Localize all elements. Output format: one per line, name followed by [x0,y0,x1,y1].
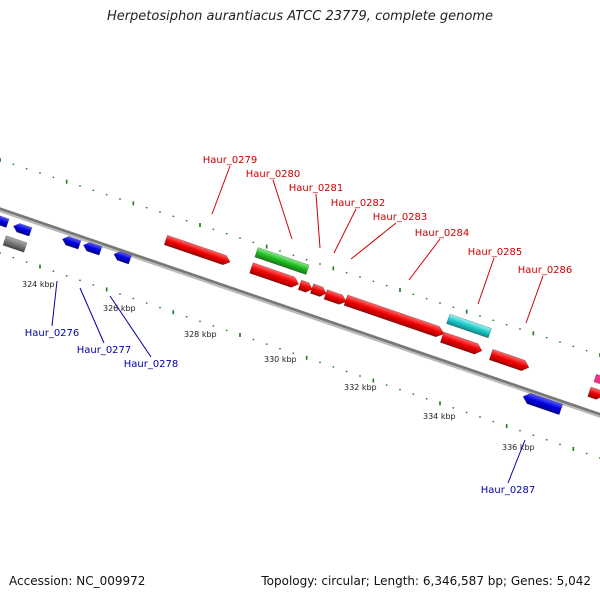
gene-layer [0,215,600,416]
gene-arrow-forward [488,348,530,372]
genome-summary-text: Topology: circular; Length: 6,346,587 bp… [261,574,591,588]
gene-label-haur-0283: Haur_0283 [373,212,428,223]
gene-arrow-forward-shape [439,331,483,355]
gene-arrow-reverse-shape [0,215,10,228]
gene-label-haur-0279: Haur_0279 [203,155,258,166]
gene-arrow-reverse [113,251,132,265]
gene-label-leader [51,280,58,327]
gene-arrow-reverse-shape [522,392,564,416]
scale-label: 328 kbp [184,330,217,339]
backbone-layer [0,207,600,418]
gene-arrow-reverse [62,236,82,250]
label-layer: 324 kbp 326 kbp 328 kbp 330 kbp 332 kbp 334 k… [22,155,572,496]
gene-label-leader [211,165,231,215]
gene-arrow-forward-shape [249,262,300,288]
scale-label: 336 kbp [502,443,535,452]
scale-label: 334 kbp [423,412,456,421]
gene-label-leader [272,179,293,240]
gene-block-green [254,247,310,275]
gene-arrow-forward-shape [297,279,313,293]
gene-block-cyan-shape [446,313,492,339]
gene-label-haur-0276: Haur_0276 [25,328,80,339]
gene-block-cyan [446,313,492,339]
gene-arrow-forward [297,279,313,293]
map-title: Herpetosiphon aurantiacus ATCC 23779, co… [106,9,494,24]
gene-label-haur-0285: Haur_0285 [468,247,523,258]
gene-arrow-forward [587,386,600,400]
gene-label-haur-0287: Haur_0287 [481,485,536,496]
gene-label-leader [477,257,495,305]
gene-arrow-forward-shape [343,294,445,338]
gene-block-gray-shape [2,235,28,253]
gene-label-leader [109,295,152,358]
gene-arrow-reverse-shape [62,236,82,250]
gene-arrow-reverse-shape [13,223,33,237]
gene-block-pink [593,373,600,385]
gene-label-leader [79,287,105,344]
scale-label: 332 kbp [344,383,377,392]
gene-label-haur-0282: Haur_0282 [331,198,386,209]
gene-arrow-forward [309,283,327,297]
gene-label-leader [315,193,321,249]
gene-arrow-forward-shape [163,234,231,266]
gene-arrow-forward [343,294,445,338]
gene-arrow-reverse [83,242,103,256]
gene-arrow-forward-shape [309,283,327,297]
gene-arrow-forward [439,331,483,355]
gene-label-haur-0281: Haur_0281 [289,183,344,194]
gene-arrow-forward-shape [488,348,530,372]
gene-block-gray [2,235,28,253]
gene-label-leader [333,208,357,254]
gene-label-haur-0280: Haur_0280 [246,169,301,180]
gene-arrow-forward [323,289,347,305]
gene-arrow-reverse [13,223,33,237]
gene-arrow-reverse-shape [113,251,132,265]
gene-label-leader [507,439,526,484]
gene-label-leader [350,222,397,260]
gene-label-haur-0286: Haur_0286 [518,265,573,276]
gene-arrow-reverse [522,392,564,416]
gene-block-pink-shape [593,373,600,385]
gene-arrow-forward [249,262,300,288]
gene-label-haur-0284: Haur_0284 [415,228,470,239]
gene-block-green-shape [254,247,310,275]
genome-backbone-core [0,207,600,416]
gene-arrow-forward [163,234,231,266]
gene-label-haur-0277: Haur_0277 [77,345,132,356]
accession-text: Accession: NC_009972 [9,574,146,588]
scale-label: 324 kbp [22,280,55,289]
gene-label-leader [408,238,441,281]
gene-arrow-forward-shape [587,386,600,400]
gene-arrow-reverse [0,215,10,228]
gene-arrow-forward-shape [323,289,347,305]
gene-label-haur-0278: Haur_0278 [124,359,179,370]
scale-label: 326 kbp [103,304,136,313]
scale-label: 330 kbp [264,355,297,364]
gene-label-leader [525,275,544,324]
gene-arrow-reverse-shape [83,242,103,256]
tick-layer [0,158,600,459]
